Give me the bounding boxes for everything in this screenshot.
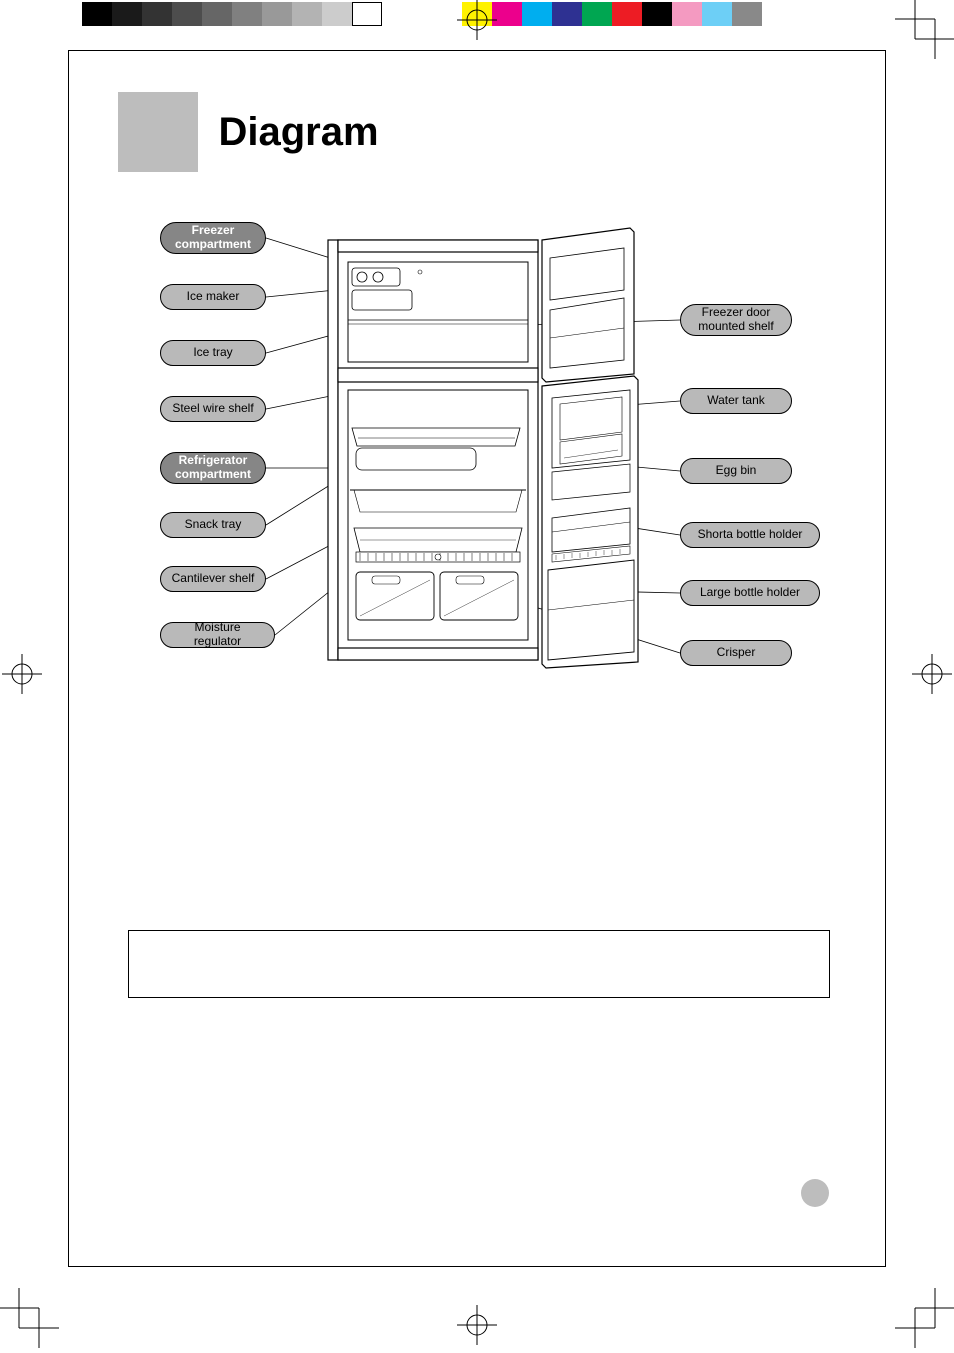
- label-moisture-regulator: Moisture regulator: [160, 622, 275, 648]
- registration-mark-left: [2, 654, 42, 694]
- title-block: Diagram: [118, 92, 379, 172]
- label-freezer-door-shelf: Freezer door mounted shelf: [680, 304, 792, 336]
- color-swatch: [522, 2, 552, 26]
- label-short-bottle-holder: Shorta bottle holder: [680, 522, 820, 548]
- color-swatch: [112, 2, 142, 26]
- color-swatch: [172, 2, 202, 26]
- color-swatch: [292, 2, 322, 26]
- registration-mark-bottom: [457, 1305, 497, 1345]
- color-swatch: [582, 2, 612, 26]
- color-swatch: [82, 2, 112, 26]
- label-ice-tray: Ice tray: [160, 340, 266, 366]
- diagram-area: Freezer compartment Ice maker Ice tray Stee…: [160, 210, 840, 690]
- color-swatch: [672, 2, 702, 26]
- label-freezer-compartment: Freezer compartment: [160, 222, 266, 254]
- color-swatch: [702, 2, 732, 26]
- color-swatch: [142, 2, 172, 26]
- color-swatch: [202, 2, 232, 26]
- label-cantilever-shelf: Cantilever shelf: [160, 566, 266, 592]
- page-number-dot: [801, 1179, 829, 1207]
- label-snack-tray: Snack tray: [160, 512, 266, 538]
- label-ice-maker: Ice maker: [160, 284, 266, 310]
- color-swatch: [262, 2, 292, 26]
- color-swatch: [552, 2, 582, 26]
- label-crisper: Crisper: [680, 640, 792, 666]
- label-steel-wire-shelf: Steel wire shelf: [160, 396, 266, 422]
- crop-mark-top-right: [895, 0, 954, 59]
- crop-mark-bottom-right: [895, 1288, 954, 1348]
- title-decoration-square: [118, 92, 198, 172]
- color-swatch: [352, 2, 382, 26]
- note-box: [128, 930, 830, 998]
- registration-mark-right: [912, 654, 952, 694]
- label-refrigerator-compartment: Refrigerator compartment: [160, 452, 266, 484]
- color-swatch: [322, 2, 352, 26]
- label-large-bottle-holder: Large bottle holder: [680, 580, 820, 606]
- label-egg-bin: Egg bin: [680, 458, 792, 484]
- registration-mark-top: [457, 0, 497, 40]
- label-water-tank: Water tank: [680, 388, 792, 414]
- color-swatch: [732, 2, 762, 26]
- page-title: Diagram: [218, 110, 378, 155]
- color-swatch: [642, 2, 672, 26]
- refrigerator-illustration: [320, 220, 680, 670]
- color-swatch: [612, 2, 642, 26]
- crop-mark-bottom-left: [0, 1288, 59, 1348]
- color-swatch: [382, 2, 462, 26]
- color-swatch: [232, 2, 262, 26]
